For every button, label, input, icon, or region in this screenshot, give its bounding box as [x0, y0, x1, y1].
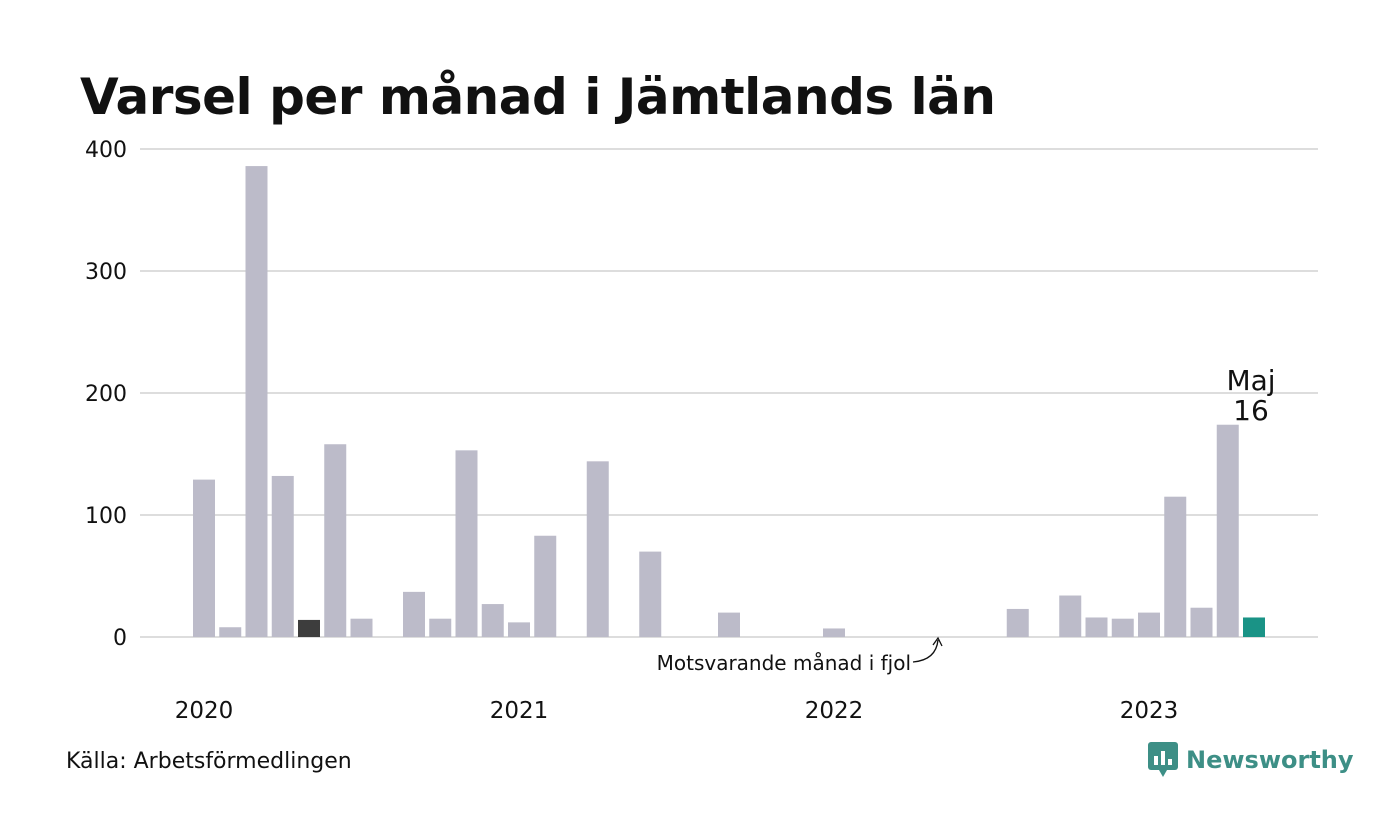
- bar-2020-07: [350, 618, 373, 637]
- annotations: Maj 16 Motsvarande månad i fjol: [657, 364, 1276, 675]
- bar-2022-10: [1059, 595, 1082, 637]
- bar-2021-06: [639, 551, 662, 637]
- bar-2020-04: [271, 475, 294, 637]
- x-axis-year-labels: 2020 2021 2022 2023: [175, 698, 1179, 724]
- bar-2020-09: [403, 591, 425, 637]
- bar-chart: 0 100 200 300 400 2020 2021 2022 2023 Maj 16 Mo…: [85, 138, 1318, 724]
- y-tick-label: 300: [85, 260, 127, 285]
- y-axis-tick-labels: 0 100 200 300 400: [85, 138, 127, 651]
- bar-2020-12: [481, 604, 504, 637]
- current-month-label: Maj: [1226, 364, 1275, 397]
- y-tick-label: 100: [85, 504, 127, 529]
- y-tick-label: 400: [85, 138, 127, 163]
- bar-2020-02: [219, 627, 242, 637]
- bar-2023-01: [1138, 612, 1160, 637]
- bar-2020-01: [193, 479, 215, 637]
- bar-2020-11: [455, 450, 478, 637]
- annotation-arrow-icon: [912, 639, 939, 663]
- bar-2020-06: [324, 444, 347, 637]
- bar-2021-04: [586, 461, 609, 637]
- newsworthy-logo-icon: [1148, 742, 1178, 777]
- bar-2022-01: [823, 628, 845, 637]
- x-year-label: 2020: [175, 698, 234, 724]
- bar-2021-02: [534, 535, 557, 637]
- brand-logo: Newsworthy: [1148, 742, 1354, 778]
- previous-year-annotation: Motsvarande månad i fjol: [657, 651, 911, 675]
- bar-2021-09: [718, 612, 740, 637]
- bar-2023-05: [1243, 617, 1265, 637]
- bar-2020-03: [245, 166, 268, 637]
- source-note: Källa: Arbetsförmedlingen: [66, 749, 352, 774]
- bar-2020-10: [429, 618, 452, 637]
- bar-2023-03: [1190, 607, 1213, 637]
- brand-name: Newsworthy: [1186, 746, 1354, 774]
- annotation-arrowhead-icon: [932, 636, 943, 647]
- bar-2021-01: [508, 622, 530, 637]
- bar-2022-11: [1085, 617, 1108, 637]
- y-tick-label: 200: [85, 382, 127, 407]
- gridlines: [140, 148, 1318, 638]
- bar-2023-04: [1216, 424, 1239, 637]
- x-year-label: 2021: [490, 698, 549, 724]
- current-value-label: 16: [1233, 394, 1269, 427]
- x-year-label: 2022: [805, 698, 864, 724]
- bar-2022-12: [1111, 618, 1134, 637]
- bar-2020-05: [298, 619, 320, 637]
- bars: [193, 166, 1265, 637]
- bar-2022-08: [1006, 608, 1029, 637]
- x-year-label: 2023: [1120, 698, 1179, 724]
- chart-title: Varsel per månad i Jämtlands län: [80, 68, 996, 126]
- bar-2023-02: [1164, 496, 1187, 637]
- y-tick-label: 0: [113, 626, 127, 651]
